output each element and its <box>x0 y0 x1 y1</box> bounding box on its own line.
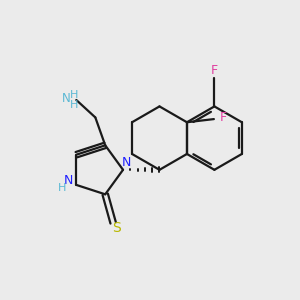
Text: H: H <box>70 100 79 110</box>
Text: F: F <box>211 64 218 77</box>
Text: N: N <box>121 156 131 170</box>
Text: S: S <box>112 221 121 235</box>
Text: N: N <box>64 175 73 188</box>
Text: N: N <box>62 92 71 106</box>
Text: F: F <box>220 111 227 124</box>
Text: H: H <box>70 90 79 100</box>
Text: H: H <box>58 183 67 193</box>
